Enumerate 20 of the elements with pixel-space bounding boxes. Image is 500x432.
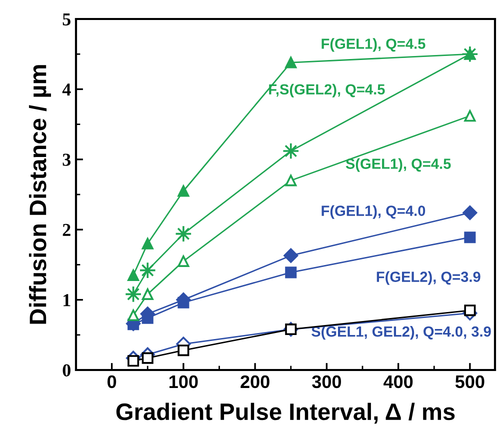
x-tick-label: 400 (384, 375, 413, 388)
x-tick-label: 200 (240, 375, 270, 388)
series-label: F,S(GEL2), Q=4.5 (269, 84, 385, 98)
y-tick-label: 5 (62, 13, 70, 26)
x-axis-title: Gradient Pulse Interval, Δ / ms (116, 402, 455, 424)
y-axis-title: Diffusion Distance / µm (28, 65, 51, 324)
series-label: S(GEL1, GEL2), Q=4.0, 3.9 (312, 326, 491, 340)
x-tick-label: 100 (170, 375, 198, 388)
y-tick-label: 2 (62, 224, 70, 236)
y-tick-label: 1 (64, 294, 70, 306)
y-tick-label: 0 (62, 364, 70, 376)
series-label: F(GEL1), Q=4.0 (322, 205, 426, 219)
y-tick-label: 4 (62, 84, 71, 96)
series-label: F(GEL1), Q=4.5 (322, 38, 426, 52)
y-tick-label: 3 (62, 154, 71, 166)
series-label: F(GEL2), Q=3.9 (376, 271, 480, 285)
x-tick-label: 300 (312, 375, 342, 388)
x-tick-label: 500 (455, 375, 484, 388)
series-label: S(GEL1), Q=4.5 (346, 158, 451, 172)
x-tick-label: 0 (108, 375, 116, 388)
